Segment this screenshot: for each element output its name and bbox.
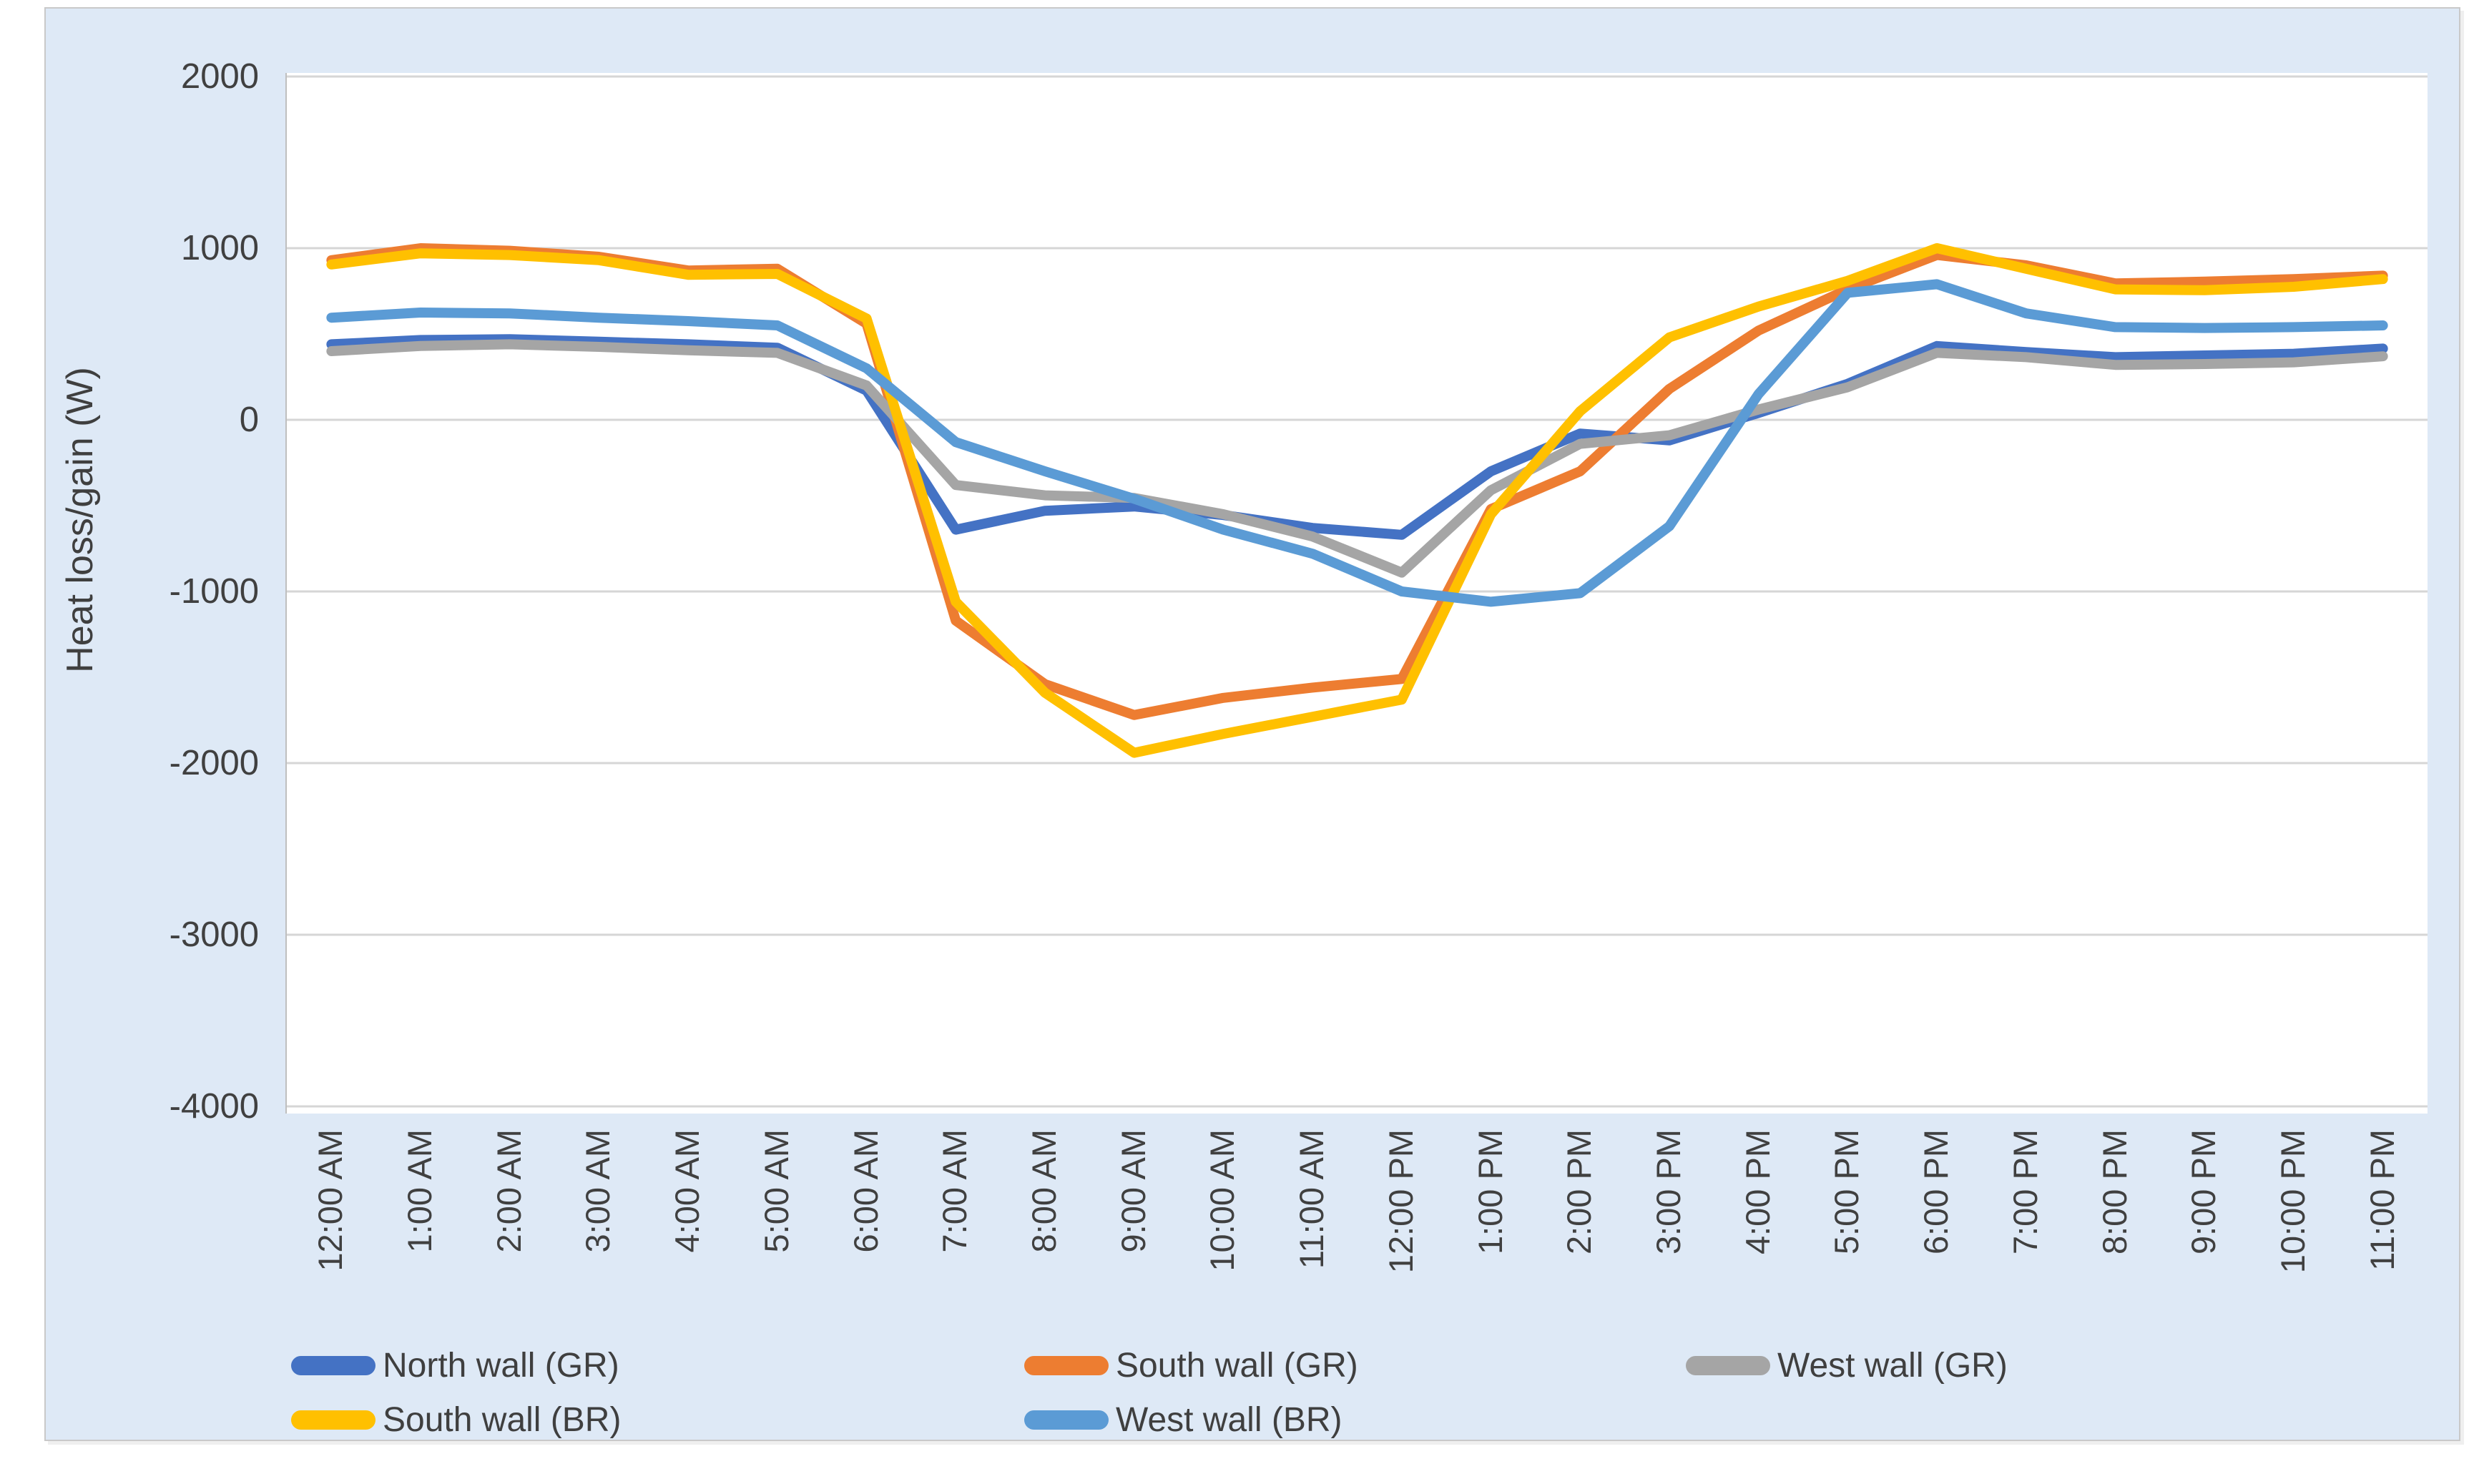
legend-item-west-wall-br: West wall (BR) (1024, 1399, 1342, 1440)
plot-canvas (287, 75, 2428, 1108)
x-tick-label: 6:00 PM (1917, 1129, 1955, 1255)
legend-label: South wall (GR) (1116, 1346, 1358, 1385)
legend-label: South wall (BR) (383, 1400, 622, 1439)
y-tick-label: 0 (239, 401, 259, 439)
x-tick-label: 11:00 AM (1292, 1129, 1331, 1269)
plot-area (285, 73, 2428, 1114)
series-line-north-wall-gr- (326, 334, 2388, 540)
x-tick-label: 12:00 AM (311, 1129, 350, 1272)
x-tick-label: 1:00 AM (401, 1129, 439, 1253)
y-tick-label: -2000 (169, 744, 259, 782)
legend-item-south-wall-gr: South wall (GR) (1024, 1345, 1358, 1386)
chart-panel: Heat loss/gain (W) 2000 1000 0 -1000 -2000 -3… (44, 7, 2460, 1441)
x-tick-label: 3:00 PM (1649, 1129, 1687, 1255)
x-tick-label: 5:00 AM (757, 1129, 795, 1253)
series-line-west-wall-gr- (326, 339, 2388, 578)
x-tick-label: 9:00 AM (1114, 1129, 1152, 1253)
x-tick-label: 10:00 AM (1203, 1129, 1242, 1272)
legend-swatch-icon (1024, 1355, 1109, 1375)
legend-label: West wall (BR) (1116, 1400, 1342, 1439)
legend-item-west-wall-gr: West wall (GR) (1686, 1345, 2008, 1386)
legend-swatch-icon (291, 1355, 375, 1375)
x-tick-label: 4:00 AM (668, 1129, 707, 1253)
legend-swatch-icon (1024, 1410, 1109, 1430)
y-tick-label: 1000 (180, 229, 259, 267)
x-tick-label: 12:00 PM (1381, 1129, 1420, 1274)
x-tick-label: 6:00 AM (846, 1129, 885, 1253)
legend-label: West wall (GR) (1777, 1346, 2008, 1385)
x-tick-label: 11:00 PM (2362, 1129, 2401, 1271)
x-tick-label: 4:00 PM (1738, 1129, 1777, 1255)
x-tick-label: 8:00 AM (1025, 1129, 1064, 1253)
legend-label: North wall (GR) (383, 1346, 619, 1385)
y-tick-label: -1000 (169, 572, 259, 611)
legend-item-north-wall-gr: North wall (GR) (291, 1345, 619, 1386)
x-tick-label: 2:00 AM (489, 1129, 528, 1253)
x-tick-label: 7:00 PM (2006, 1129, 2044, 1255)
x-tick-label: 10:00 PM (2273, 1129, 2312, 1274)
legend-swatch-icon (291, 1410, 375, 1430)
legend-item-south-wall-br: South wall (BR) (291, 1399, 621, 1440)
series-line-south-wall-br- (326, 243, 2388, 758)
x-tick-label: 2:00 PM (1560, 1129, 1599, 1255)
y-tick-label: -4000 (169, 1087, 259, 1126)
x-tick-label: 5:00 PM (1827, 1129, 1866, 1255)
x-tick-label: 1:00 PM (1471, 1129, 1509, 1255)
x-tick-label: 9:00 PM (2184, 1129, 2223, 1255)
legend-swatch-icon (1686, 1355, 1770, 1375)
x-tick-label: 8:00 PM (2095, 1129, 2134, 1255)
x-tick-label: 3:00 AM (579, 1129, 617, 1253)
y-tick-label: 2000 (180, 57, 259, 96)
y-tick-label: -3000 (169, 915, 259, 954)
series-line-west-wall-br- (326, 279, 2388, 607)
x-tick-label: 7:00 AM (936, 1129, 974, 1253)
